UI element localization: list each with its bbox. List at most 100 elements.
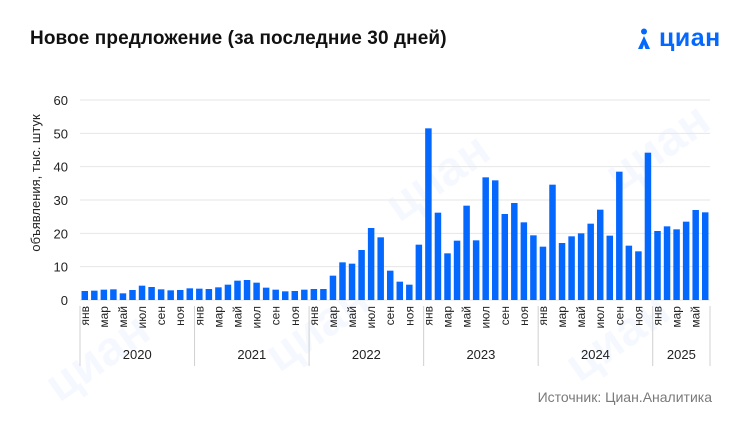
bar [224,284,232,300]
source-note: Источник: Циан.Аналитика [537,389,712,405]
bar [701,212,709,300]
bar [520,222,528,300]
bar [310,289,318,300]
bar [463,205,470,300]
cian-logo: циан [636,24,721,53]
bar [692,210,699,300]
bar [358,250,365,300]
bar [253,282,260,300]
bar [511,203,518,300]
bar [377,237,384,300]
month-tick-label: янв [307,306,321,326]
month-tick-label: май [231,306,245,328]
bar [386,270,394,300]
month-tick-label: янв [78,306,92,326]
bar [406,284,413,300]
month-tick-label: сен [498,306,512,325]
month-tick-label: июл [593,306,607,328]
bar [596,209,604,300]
bar [635,251,642,300]
month-tick-label: июл [479,306,493,328]
month-tick-label: янв [421,306,435,326]
bar [577,233,585,300]
bar [501,214,509,300]
month-tick-label: июл [364,306,378,328]
month-tick-label: ноя [517,306,531,326]
year-label: 2023 [466,347,495,362]
bar [157,289,165,300]
bar [110,289,117,300]
bars [81,128,709,300]
bar [616,171,623,300]
bar [243,280,251,300]
month-tick-label: сен [269,306,283,325]
y-tick-label: 40 [54,160,68,175]
month-tick-label: мар [555,306,569,328]
bar [176,290,184,300]
y-tick-label: 50 [54,126,68,141]
bar [415,244,423,300]
x-axis-year-labels: 2020 2021 2022 2023 2024 2025 [79,306,711,366]
year-label: 2024 [581,347,610,362]
bar [262,287,270,300]
bar [444,253,451,300]
bar [329,275,337,300]
year-label: 2025 [667,347,696,362]
bar [434,212,442,300]
bar [558,243,566,300]
bar [453,240,461,300]
bar [272,289,279,300]
bar [491,180,499,300]
month-tick-label: июл [250,306,264,328]
bar [530,235,537,300]
month-tick-label: май [345,306,359,328]
bar [291,291,299,300]
y-axis-ticks: 0 10 20 30 40 50 60 [54,93,68,308]
bar [539,246,547,300]
month-tick-label: мар [97,306,111,328]
bar [281,291,289,300]
bar [320,289,327,300]
bar [138,285,146,300]
bar [196,288,203,300]
bar [186,288,194,300]
month-tick-label: сен [612,306,626,325]
y-tick-label: 30 [54,193,68,208]
cian-logo-icon [638,28,650,49]
month-tick-label: май [460,306,474,328]
bar [396,281,404,300]
month-tick-label: ноя [173,306,187,326]
month-tick-label: ноя [402,306,416,326]
month-tick-label: май [689,306,703,328]
year-label: 2022 [352,347,381,362]
bar [129,290,136,300]
bar [644,152,652,300]
bar [367,228,375,300]
year-label: 2021 [237,347,266,362]
bar [663,226,671,300]
bar [91,290,98,300]
bar [568,236,575,300]
month-tick-label: мар [670,306,684,328]
month-tick-label: мар [211,306,225,328]
month-tick-label: мар [326,306,340,328]
month-tick-label: сен [154,306,168,325]
bar [301,289,308,300]
bar [100,289,108,300]
month-tick-label: ноя [631,306,645,326]
bar [682,221,690,300]
month-tick-label: мар [441,306,455,328]
bar [482,177,489,300]
bar [234,280,241,300]
bar [167,290,174,300]
y-tick-label: 20 [54,226,68,241]
bar [606,235,614,300]
month-tick-label: янв [651,306,665,326]
year-label: 2020 [123,347,152,362]
grid-lines [80,99,710,301]
y-tick-label: 60 [54,93,68,108]
bar [587,223,594,300]
bar [348,263,356,300]
y-axis-label: объявления, тыс. штук [28,114,43,252]
